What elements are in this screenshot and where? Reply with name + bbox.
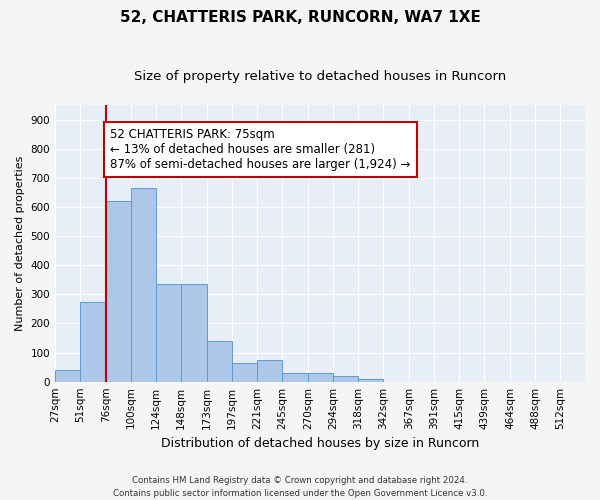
Bar: [106, 201, 131, 382]
Bar: [80, 302, 106, 382]
Title: Size of property relative to detached houses in Runcorn: Size of property relative to detached ho…: [134, 70, 506, 83]
Text: Contains HM Land Registry data © Crown copyright and database right 2024.
Contai: Contains HM Land Registry data © Crown c…: [113, 476, 487, 498]
Bar: [308, 373, 333, 382]
Bar: [333, 376, 358, 382]
Bar: [131, 188, 156, 382]
Bar: [207, 341, 232, 382]
Y-axis label: Number of detached properties: Number of detached properties: [15, 156, 25, 331]
X-axis label: Distribution of detached houses by size in Runcorn: Distribution of detached houses by size …: [161, 437, 479, 450]
Bar: [55, 370, 80, 382]
Bar: [181, 284, 207, 382]
Bar: [358, 379, 383, 382]
Text: 52, CHATTERIS PARK, RUNCORN, WA7 1XE: 52, CHATTERIS PARK, RUNCORN, WA7 1XE: [119, 10, 481, 25]
Bar: [156, 284, 181, 382]
Bar: [232, 362, 257, 382]
Bar: [282, 373, 308, 382]
Bar: [257, 360, 282, 382]
Text: 52 CHATTERIS PARK: 75sqm
← 13% of detached houses are smaller (281)
87% of semi-: 52 CHATTERIS PARK: 75sqm ← 13% of detach…: [110, 128, 410, 172]
